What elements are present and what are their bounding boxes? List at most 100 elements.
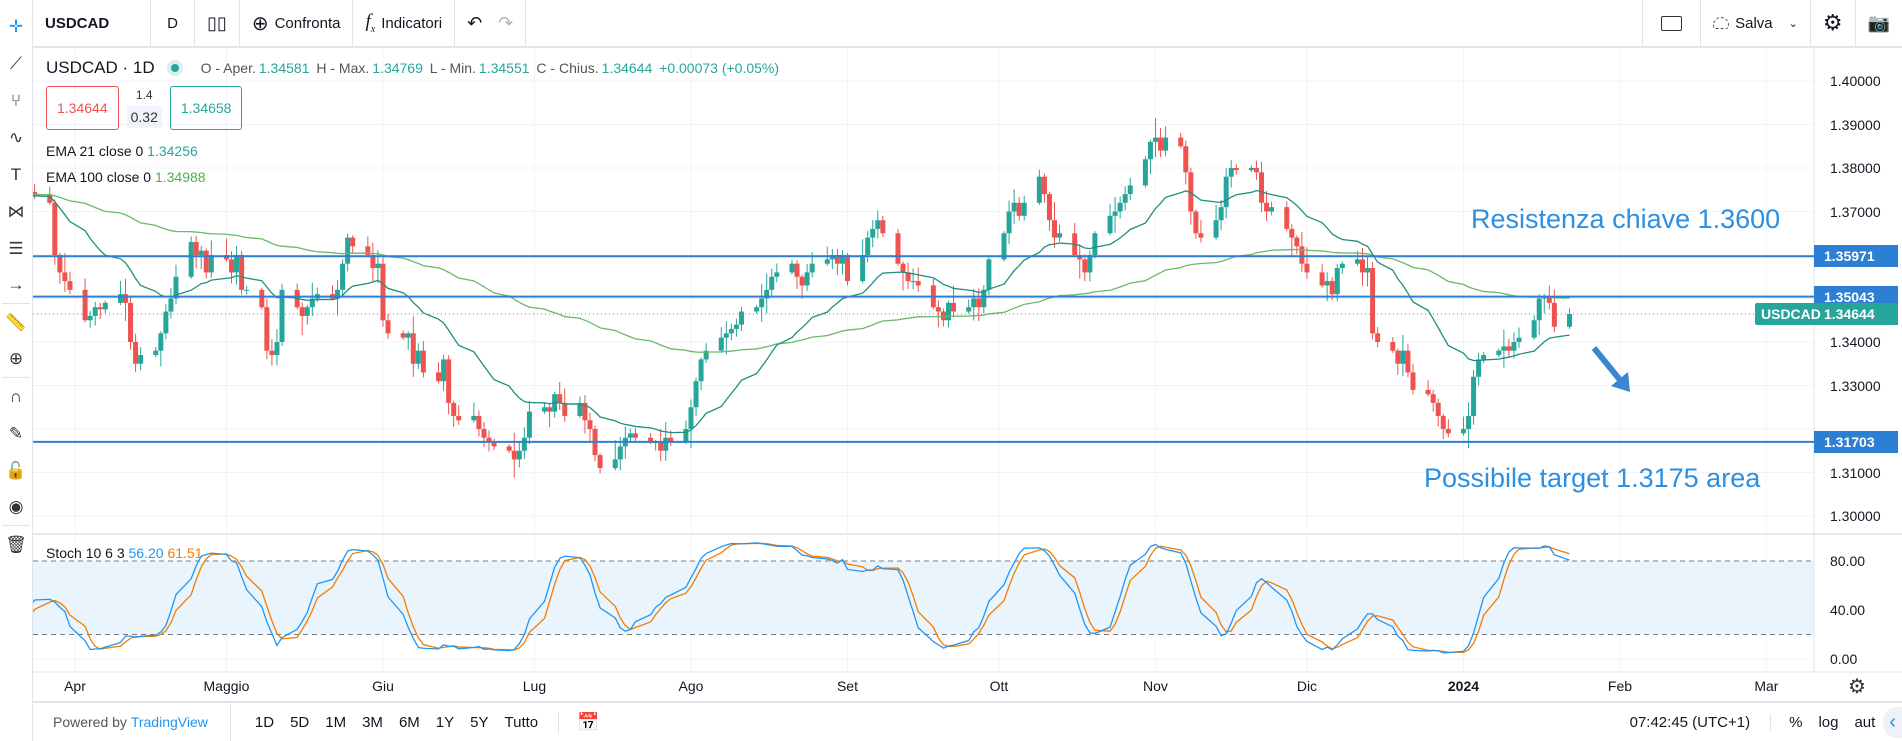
- candle: [1163, 126, 1169, 157]
- settings-button[interactable]: ⚙: [1811, 0, 1856, 46]
- time-tick-label: Feb: [1607, 678, 1633, 694]
- save-button[interactable]: Salva ⌄: [1701, 0, 1811, 46]
- date-range-calendar-icon[interactable]: 📅: [558, 711, 600, 733]
- candle: [799, 274, 805, 299]
- lock-icon[interactable]: 🔓: [5, 460, 27, 480]
- measure-icon[interactable]: ☰: [8, 238, 24, 258]
- candle: [1511, 332, 1517, 359]
- candle-body: [1445, 429, 1451, 434]
- magnet-icon[interactable]: ∩: [9, 386, 23, 406]
- candle-body: [1001, 233, 1007, 260]
- range-6m[interactable]: 6M: [398, 713, 420, 731]
- candle: [82, 278, 88, 323]
- ema21-legend[interactable]: EMA 21 close 0 1.34256: [46, 143, 198, 159]
- symbol-search-button[interactable]: USDCAD: [33, 0, 151, 46]
- candle-body: [193, 241, 199, 255]
- chart-type-button[interactable]: ▯▯: [195, 0, 240, 46]
- buy-button[interactable]: 1.34658: [169, 86, 243, 130]
- candle-body: [905, 272, 911, 282]
- candle: [244, 285, 250, 295]
- eye-icon[interactable]: ◉: [2, 489, 30, 526]
- range-1m[interactable]: 1M: [325, 713, 347, 731]
- candle: [1077, 244, 1083, 279]
- candle-body: [1460, 429, 1466, 434]
- candle-body: [32, 191, 38, 195]
- lock-drawing-icon[interactable]: ✎: [8, 423, 24, 443]
- candle-body: [895, 233, 901, 264]
- candle-body: [471, 415, 477, 421]
- target-annotation[interactable]: Possibile target 1.3175 area: [1424, 463, 1761, 493]
- ruler-icon[interactable]: 📏: [5, 312, 27, 332]
- range-5d[interactable]: 5D: [290, 713, 310, 731]
- candle: [62, 253, 68, 292]
- candle-body: [1511, 342, 1517, 351]
- log-toggle[interactable]: log: [1818, 713, 1839, 731]
- candle: [1193, 209, 1199, 239]
- percent-toggle[interactable]: %: [1789, 713, 1803, 731]
- undo-icon[interactable]: ↶: [467, 12, 483, 33]
- close-label: C - Chius.: [536, 60, 599, 76]
- close-value: 1.34644: [601, 60, 653, 76]
- layout-button[interactable]: [1641, 0, 1701, 46]
- candle-body: [82, 289, 88, 321]
- candle: [1294, 235, 1300, 255]
- candle-body: [1046, 194, 1052, 221]
- price-tick-label: 1.33000: [1830, 377, 1881, 394]
- pattern-icon[interactable]: ⋈: [7, 201, 25, 221]
- range-1d[interactable]: 1D: [254, 713, 275, 731]
- candle: [122, 278, 128, 321]
- candle: [415, 343, 421, 370]
- range-3m[interactable]: 3M: [362, 713, 383, 731]
- crosshair-icon[interactable]: ✛: [8, 16, 24, 36]
- candle-body: [870, 228, 876, 238]
- candle-body: [1329, 281, 1335, 295]
- high-label: H - Max.: [316, 60, 370, 76]
- undo-redo-group: ↶ ↷: [455, 0, 527, 46]
- powered-by-link[interactable]: Powered by TradingView: [33, 703, 231, 741]
- curve-icon[interactable]: ∿: [8, 127, 24, 147]
- range-1y[interactable]: 1Y: [435, 713, 455, 731]
- fork-icon[interactable]: ⑂: [10, 90, 22, 110]
- clock-time[interactable]: 07:42:45 (UTC+1): [1622, 713, 1772, 731]
- price-tick-label: 1.40000: [1830, 73, 1881, 89]
- ema100-legend[interactable]: EMA 100 close 0 1.34988: [46, 169, 206, 185]
- candle-body: [1551, 302, 1557, 327]
- resistance-annotation[interactable]: Resistenza chiave 1.3600: [1471, 204, 1781, 234]
- candle-body: [304, 307, 310, 316]
- sell-button[interactable]: 1.34644: [46, 86, 119, 130]
- candle: [400, 330, 406, 340]
- trend-line-icon[interactable]: ⟋: [10, 53, 22, 73]
- candle-body: [1092, 233, 1098, 255]
- candle-body: [1425, 389, 1431, 395]
- screenshot-button[interactable]: 📷: [1856, 0, 1902, 46]
- range-5y[interactable]: 5Y: [470, 713, 489, 731]
- trash-icon[interactable]: 🗑: [5, 534, 27, 554]
- interval-button[interactable]: D: [151, 0, 195, 46]
- axis-settings-gear-icon[interactable]: ⚙: [1848, 676, 1866, 698]
- chevron-left-icon[interactable]: ‹: [1883, 706, 1902, 738]
- text-icon[interactable]: T: [10, 164, 22, 184]
- candle-body: [587, 420, 593, 429]
- arrow-icon[interactable]: →: [2, 267, 30, 304]
- redo-icon[interactable]: ↷: [498, 12, 514, 33]
- candle: [895, 229, 901, 266]
- range-tutto[interactable]: Tutto: [504, 713, 539, 731]
- chevron-down-icon[interactable]: ⌄: [1788, 17, 1798, 30]
- indicators-button[interactable]: fx Indicatori: [353, 0, 456, 46]
- candle: [754, 305, 760, 314]
- auto-toggle[interactable]: aut: [1854, 713, 1876, 731]
- compare-button[interactable]: ⊕ Confronta: [240, 0, 354, 46]
- candle: [234, 246, 240, 285]
- candle-body: [951, 302, 957, 312]
- candle: [1112, 197, 1118, 233]
- candles-icon: ▯▯: [207, 12, 227, 33]
- stoch-legend[interactable]: Stoch 10 6 3 56.20 61.51: [46, 545, 203, 561]
- zoom-icon[interactable]: ⊕: [2, 341, 30, 378]
- candle-body: [62, 272, 68, 282]
- candle: [1021, 195, 1027, 221]
- candle-body: [67, 281, 73, 290]
- candle-body: [1440, 415, 1446, 429]
- candle-body: [945, 302, 951, 321]
- candle: [441, 354, 447, 391]
